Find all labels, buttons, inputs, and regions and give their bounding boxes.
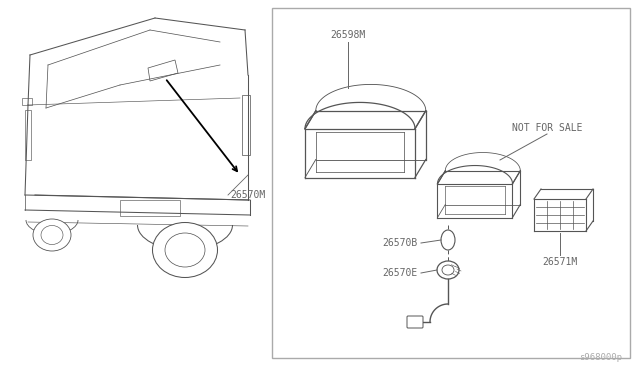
Bar	[25, 110, 31, 160]
Bar	[120, 200, 180, 216]
Bar	[242, 95, 250, 155]
Bar	[272, 8, 630, 358]
Text: 26571M: 26571M	[542, 257, 578, 267]
Text: 26570E: 26570E	[382, 268, 418, 278]
Text: s968000p: s968000p	[579, 353, 622, 362]
Bar	[22, 98, 32, 105]
Ellipse shape	[437, 261, 459, 279]
Text: 26570M: 26570M	[230, 190, 265, 200]
FancyBboxPatch shape	[407, 316, 423, 328]
Ellipse shape	[152, 222, 218, 278]
Text: NOT FOR SALE: NOT FOR SALE	[512, 123, 582, 133]
Ellipse shape	[33, 219, 71, 251]
Ellipse shape	[441, 230, 455, 250]
Text: 26570B: 26570B	[382, 238, 418, 248]
Text: 26598M: 26598M	[330, 30, 365, 40]
